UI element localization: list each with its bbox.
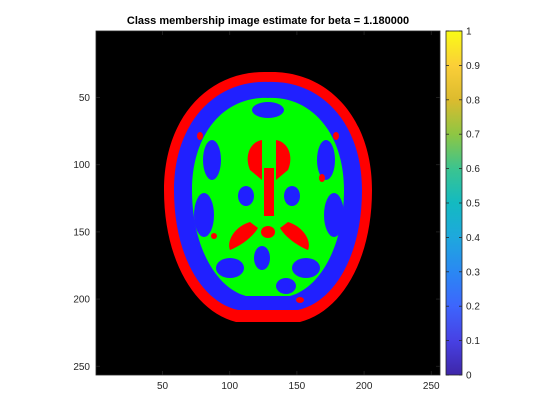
y-tick-label: 150 <box>73 227 90 238</box>
segmentation-image <box>164 71 372 322</box>
image-axes-frame <box>95 30 441 376</box>
image-axes: 50 100 150 200 250 50 100 150 200 250 <box>73 30 441 392</box>
colorbar: 0 0.1 0.2 0.3 0.4 0.5 0.6 0.7 0.8 0.9 1 <box>445 27 480 382</box>
x-tick-label: 50 <box>157 381 169 392</box>
sulci-blue <box>194 102 344 294</box>
y-tick-label: 200 <box>73 295 90 306</box>
x-tick-group: 50 100 150 200 250 <box>157 31 440 392</box>
x-tick-label: 150 <box>289 381 306 392</box>
colorbar-tick-group: 0 0.1 0.2 0.3 0.4 0.5 0.6 0.7 0.8 0.9 1 <box>446 27 480 382</box>
colorbar-tick-label: 1 <box>466 27 472 38</box>
colorbar-tick-label: 0.4 <box>466 233 480 244</box>
colorbar-tick-label: 0.8 <box>466 95 480 106</box>
y-tick-label: 100 <box>73 160 90 171</box>
csf-specks <box>197 132 339 303</box>
chart-title: Class membership image estimate for beta… <box>127 15 409 27</box>
colorbar-tick-label: 0.9 <box>466 61 480 72</box>
y-tick-label: 50 <box>79 93 91 104</box>
ventricles <box>229 140 309 250</box>
colorbar-tick-label: 0.7 <box>466 130 480 141</box>
colorbar-tick-label: 0 <box>466 371 472 382</box>
x-tick-label: 250 <box>423 381 440 392</box>
colorbar-tick-label: 0.2 <box>466 302 480 313</box>
x-tick-label: 200 <box>356 381 373 392</box>
colorbar-tick-label: 0.1 <box>466 336 480 347</box>
y-tick-label: 250 <box>73 362 90 373</box>
colorbar-gradient <box>446 31 462 375</box>
x-tick-label: 100 <box>221 381 238 392</box>
y-tick-group: 50 100 150 200 250 <box>73 93 440 373</box>
colorbar-tick-label: 0.6 <box>466 164 480 175</box>
colorbar-tick-label: 0.3 <box>466 267 480 278</box>
colorbar-tick-label: 0.5 <box>466 199 480 210</box>
